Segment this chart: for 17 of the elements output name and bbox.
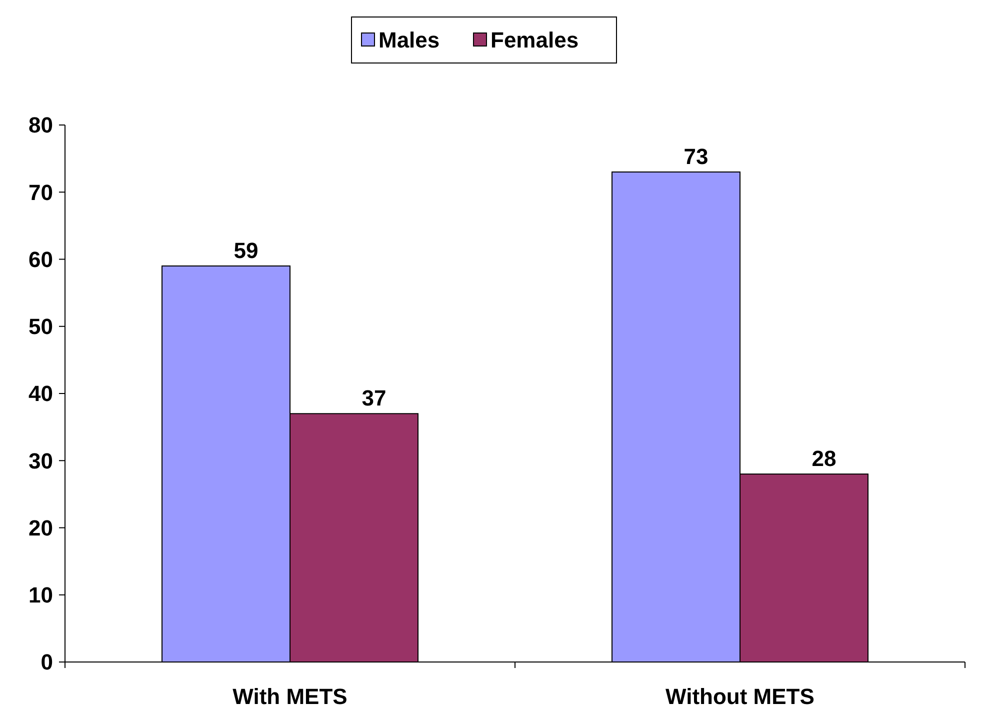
data-label: 73 (684, 144, 708, 169)
y-tick-label: 60 (28, 246, 53, 272)
x-tick-label: Without METS (666, 684, 814, 707)
x-tick-label: With METS (232, 684, 348, 707)
y-tick-label: 30 (28, 448, 53, 474)
y-tick-label: 40 (28, 381, 53, 406)
y-tick-label: 10 (28, 582, 53, 608)
y-tick-label: 80 (28, 112, 53, 138)
y-tick-label: 70 (28, 180, 53, 205)
legend-label: Females (490, 28, 579, 53)
data-label: 28 (812, 446, 836, 472)
y-tick-label: 20 (28, 515, 53, 540)
y-tick-label: 50 (28, 314, 53, 340)
data-label: 37 (362, 386, 386, 411)
data-label: 59 (234, 238, 258, 263)
y-tick-label: 0 (40, 650, 53, 675)
legend-label: Males (378, 28, 440, 53)
